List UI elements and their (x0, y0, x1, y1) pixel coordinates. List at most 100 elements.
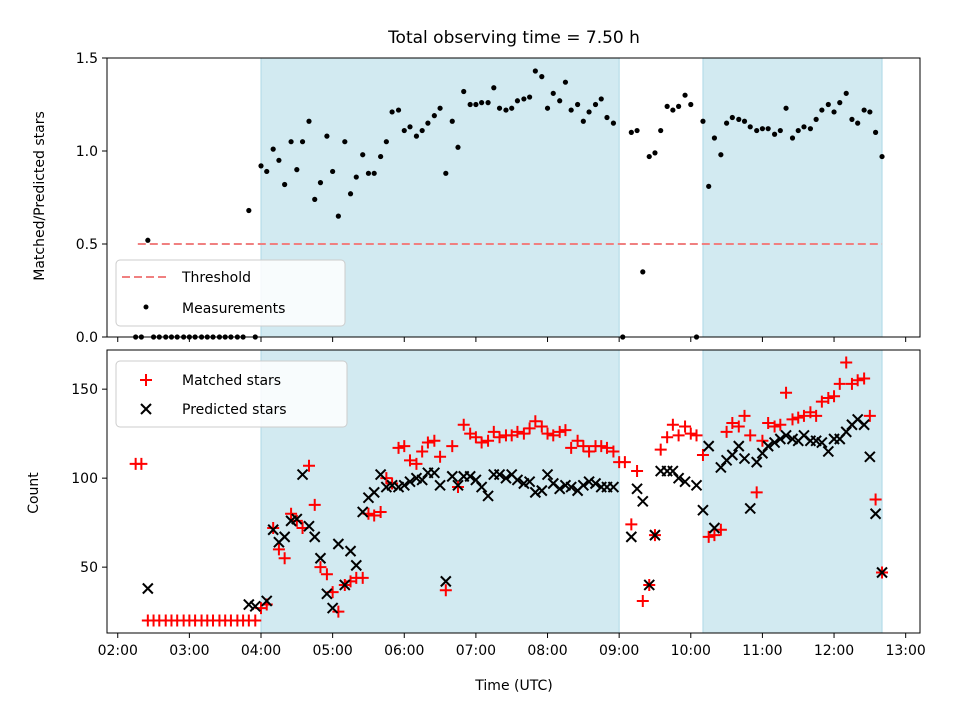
matched-stars-point (559, 424, 572, 437)
matched-stars-point (797, 409, 810, 422)
measurement-point (288, 139, 294, 145)
count-frame (106, 349, 921, 634)
measurement-point (485, 100, 491, 106)
predicted-stars-point (500, 472, 512, 484)
predicted-stars-point (733, 440, 745, 452)
predicted-stars-point (780, 429, 792, 442)
measurement-point (324, 133, 330, 139)
measurement-point (789, 135, 796, 141)
measurement-point (664, 103, 670, 109)
measurement-point (330, 168, 336, 175)
measurement-point (771, 131, 778, 137)
measurement-point (688, 101, 694, 108)
count-observing-span (702, 349, 883, 634)
matched-stars-point (493, 431, 506, 444)
measurement-point (634, 127, 640, 134)
measurement-point (145, 237, 151, 243)
matched-stars-point (792, 411, 805, 424)
measurement-point (747, 124, 753, 130)
measurement-point (347, 191, 354, 197)
predicted-stars-point (649, 529, 661, 541)
matched-stars-point (135, 457, 148, 470)
measurement-point (413, 133, 420, 139)
predicted-stars-point (583, 476, 595, 488)
matched-stars-point (290, 514, 303, 527)
predicted-stars-point (321, 588, 333, 600)
ratio-legend-box (115, 259, 346, 327)
measurement-point (544, 105, 551, 111)
measurement-point (557, 98, 563, 104)
matched-stars-point (416, 445, 429, 458)
matched-stars-point (403, 454, 416, 467)
measurement-point (479, 100, 485, 106)
measurement-point (736, 116, 742, 122)
count-legend-box (115, 360, 348, 428)
predicted-stars-point (726, 449, 739, 461)
measurement-point (539, 74, 545, 80)
count-xtick-label: 09:00 (599, 643, 639, 659)
matched-stars-point (744, 429, 757, 442)
predicted-stars-point (816, 436, 828, 449)
predicted-stars-point (529, 486, 542, 499)
measurement-point (371, 170, 377, 176)
ratio-panel: 0.0 0.5 1.0 1.5 (76, 51, 921, 346)
measurement-point (879, 153, 885, 160)
predicted-stars-point (536, 484, 548, 497)
measurement-point (580, 118, 586, 124)
predicted-stars-point (291, 513, 303, 525)
measurement-point (514, 98, 521, 104)
count-xtick-label: 03:00 (169, 643, 209, 659)
measurement-point (312, 196, 318, 202)
matched-stars-point (810, 409, 823, 422)
measurement-point (610, 120, 617, 126)
predicted-legend-swatch (140, 403, 152, 415)
matched-stars-point (457, 418, 470, 431)
measurement-point (365, 170, 372, 176)
measurement-point (461, 88, 467, 95)
predicted-stars-point (744, 502, 756, 515)
measurement-point (700, 118, 706, 124)
bottom-ylabel: Count (26, 472, 42, 514)
matched-stars-point (475, 436, 488, 449)
matched-stars-point (690, 429, 703, 442)
matched-stars-point (768, 420, 781, 433)
matched-stars-point (434, 450, 447, 463)
predicted-stars-point (565, 481, 577, 493)
matched-stars-point (482, 434, 495, 447)
predicted-stars-point (350, 559, 362, 572)
measurements-legend-label: Measurements (182, 301, 285, 317)
matched-stars-point (547, 429, 560, 442)
predicted-stars-point (625, 531, 638, 543)
matched-stars-point (607, 445, 620, 458)
measurement-point (759, 126, 766, 132)
measurement-point (562, 79, 569, 85)
measurement-point (706, 183, 712, 189)
matched-stars-point (529, 415, 542, 428)
matched-stars-point (858, 372, 871, 385)
matched-stars-point (577, 440, 590, 453)
measurement-point (586, 109, 592, 115)
measurement-point (801, 124, 807, 130)
threshold-legend-label: Threshold (181, 270, 251, 286)
predicted-stars-point (374, 468, 387, 481)
matched-stars-point (750, 486, 763, 499)
matched-stars-point (726, 416, 739, 429)
count-xtick-label: 11:00 (742, 643, 782, 659)
matched-stars-point (786, 413, 799, 426)
measurement-point (568, 107, 574, 113)
measurement-point (527, 94, 533, 100)
matched-stars-point (863, 409, 876, 422)
measurement-point (443, 170, 449, 176)
matched-stars-point (272, 543, 285, 556)
measurement-point (342, 139, 348, 145)
matched-legend-swatch (140, 374, 152, 386)
measurement-point (299, 139, 306, 145)
measurement-point (783, 105, 789, 111)
predicted-stars-point (428, 467, 441, 479)
predicted-stars-point (589, 477, 602, 490)
count-xtick-label: 05:00 (312, 643, 352, 659)
measurement-point (306, 118, 312, 124)
count-xtick-label: 12:00 (814, 643, 854, 659)
matched-stars-point (469, 431, 482, 444)
